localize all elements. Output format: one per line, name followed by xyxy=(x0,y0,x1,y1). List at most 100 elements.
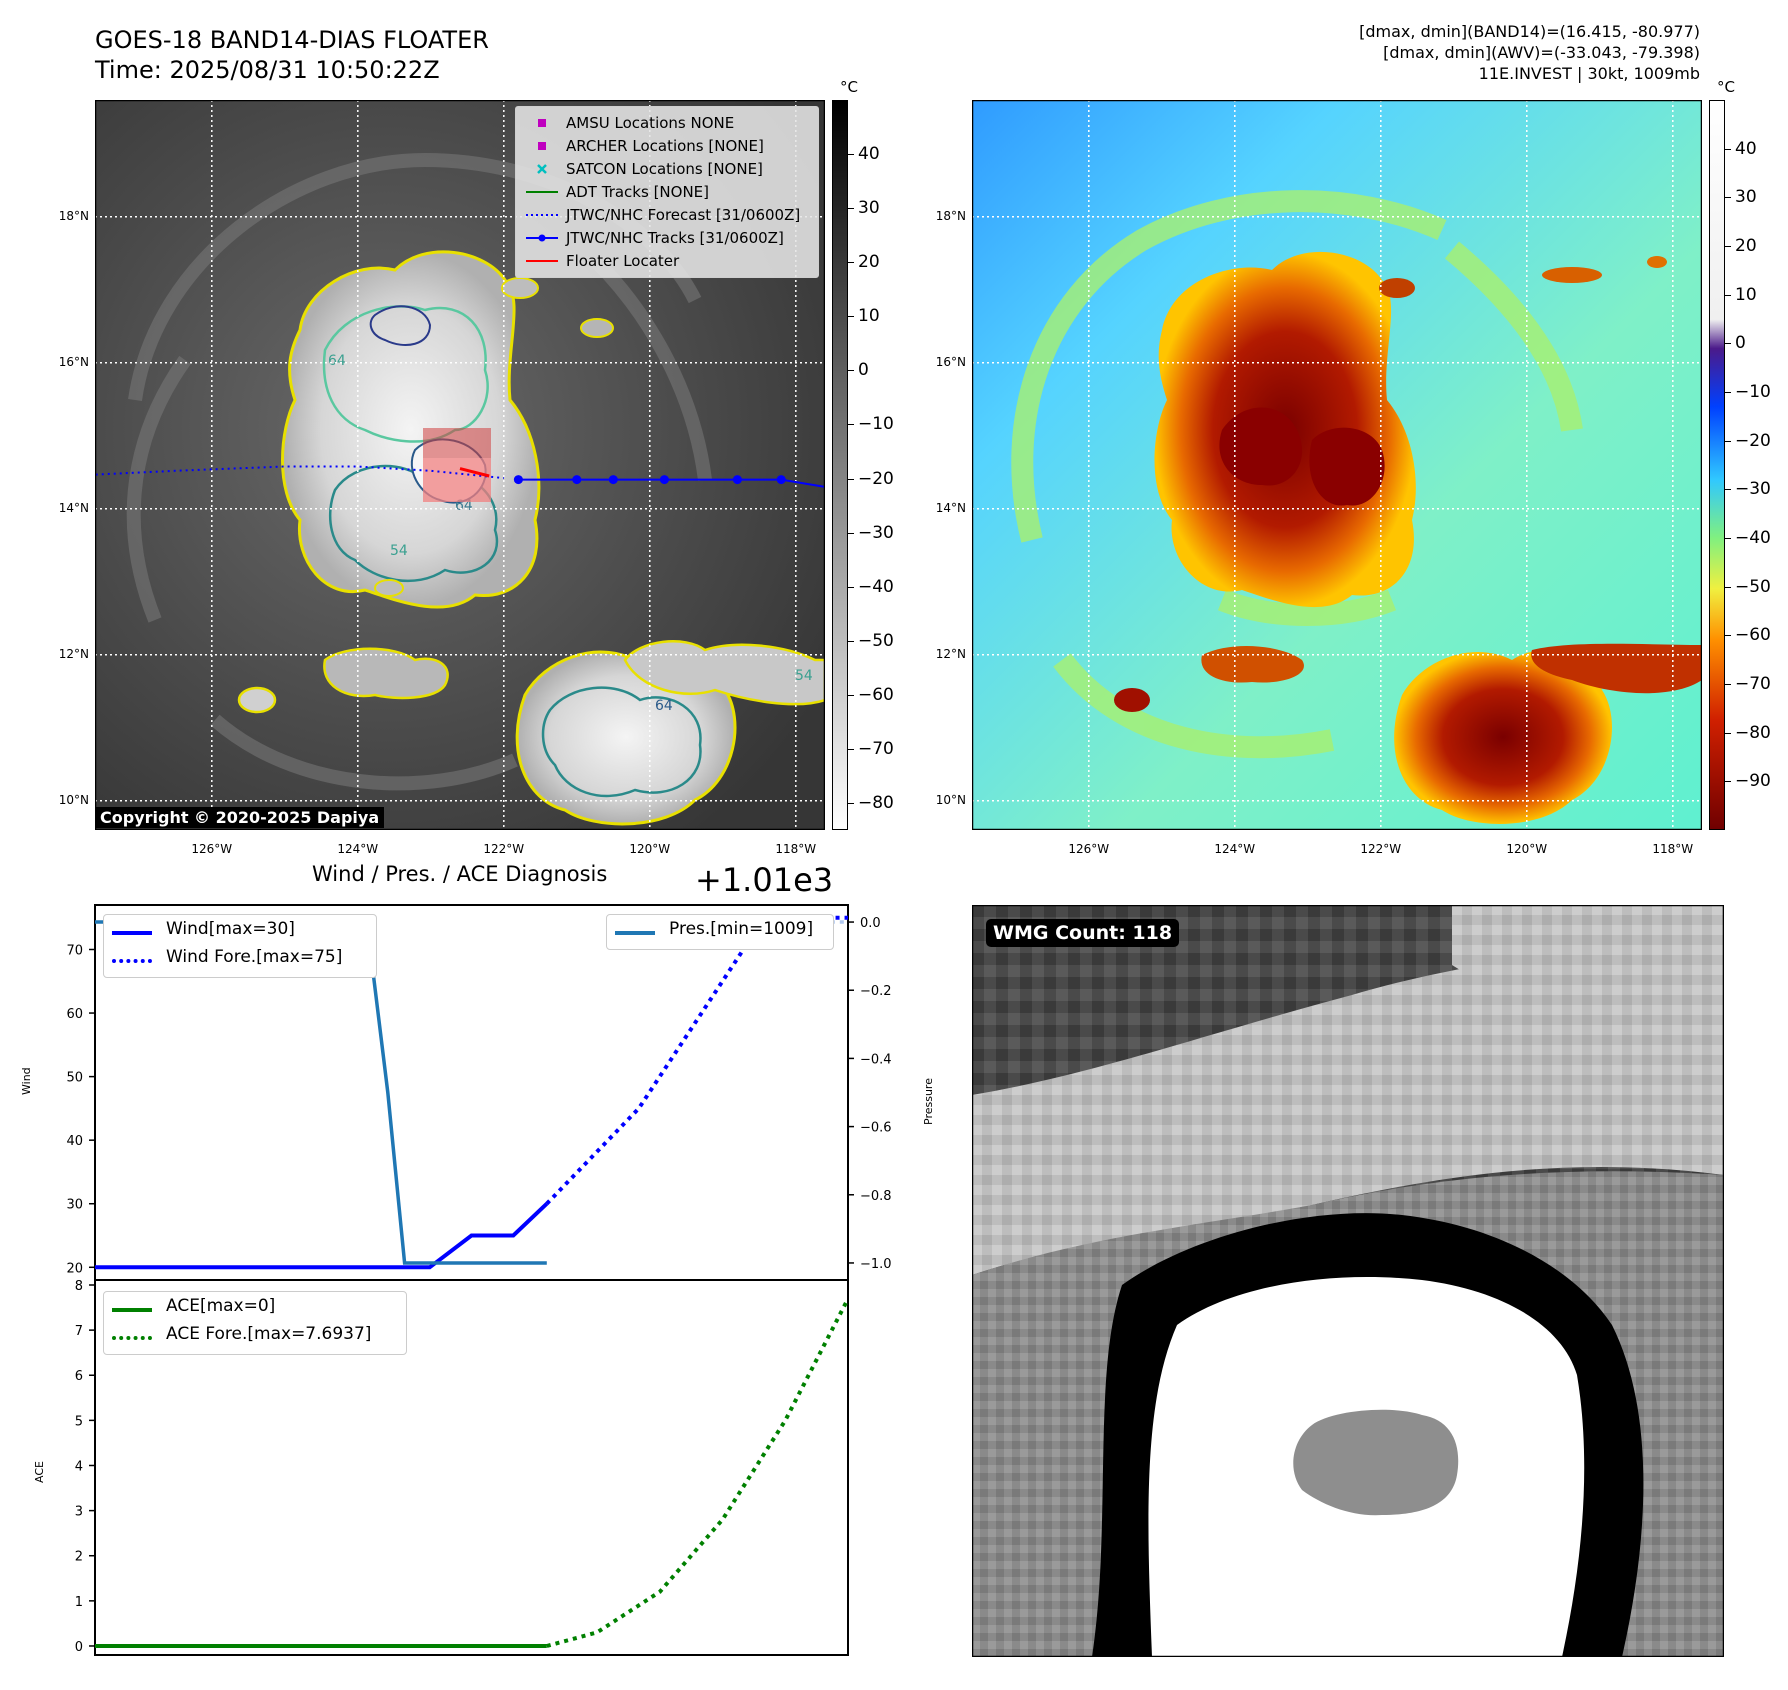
wind-ylabel: Wind xyxy=(20,1067,33,1095)
pressure-tick-label: 0.0 xyxy=(860,916,881,931)
colorbar-tick-label: −20 xyxy=(1735,430,1771,451)
colorbar-gray xyxy=(832,100,848,830)
colorbar-tick xyxy=(848,694,854,696)
wmg-upper-right-light xyxy=(1452,905,1724,1065)
color-southern-convection xyxy=(1114,256,1702,824)
wind-tick-label: 30 xyxy=(66,1198,83,1213)
diagnosis-title: Wind / Pres. / ACE Diagnosis xyxy=(312,862,608,886)
wind-tick-label: 70 xyxy=(66,943,83,958)
ace-legend: ACE[max=0] ACE Fore.[max=7.6937] xyxy=(103,1291,407,1355)
lon-tick-label: 120°W xyxy=(629,842,671,856)
colorbar-tick xyxy=(848,154,854,156)
legend-swatch xyxy=(537,164,547,174)
legend-label: SATCON Locations [NONE] xyxy=(566,160,763,178)
colorbar-tick xyxy=(848,262,854,264)
color-spiral-bands xyxy=(1011,190,1583,759)
legend-label: JTWC/NHC Forecast [31/0600Z] xyxy=(566,206,801,224)
figure-title: GOES-18 BAND14-DIAS FLOATER xyxy=(95,26,489,54)
colorbar-tick xyxy=(848,478,854,480)
legend-swatch xyxy=(526,214,558,216)
lat-tick-label: 14°N xyxy=(935,500,966,515)
southern-convection xyxy=(237,277,825,826)
lon-tick-label: 126°W xyxy=(191,842,233,856)
pressure-tick-label: −0.2 xyxy=(860,984,892,999)
colorbar-tick xyxy=(1725,343,1731,345)
colorbar-tick-label: −30 xyxy=(858,522,894,543)
color-main-convection xyxy=(1154,251,1416,608)
wind-tick-label: 20 xyxy=(66,1261,83,1276)
lat-tick-label: 14°N xyxy=(58,500,89,515)
colorbar-tick xyxy=(1725,392,1731,393)
colorbar-tick-label: −70 xyxy=(1735,674,1771,694)
observed-track-points xyxy=(513,475,786,485)
ir-color-map xyxy=(972,100,1702,830)
lat-tick-label: 10°N xyxy=(58,792,89,807)
legend-label: ADT Tracks [NONE] xyxy=(566,183,710,201)
lat-tick-label: 12°N xyxy=(58,646,89,661)
figure-time: Time: 2025/08/31 10:50:22Z xyxy=(95,56,440,84)
colorbar-tick-label: 30 xyxy=(1735,187,1757,208)
color-map-gridlines xyxy=(972,100,1702,830)
lon-tick-label: 124°W xyxy=(337,842,379,856)
pressure-ylabel: Pressure xyxy=(922,1078,935,1125)
wind-tick-label: 40 xyxy=(66,1134,83,1149)
colorbar-color-unit: °C xyxy=(1717,78,1735,96)
colorbar-tick xyxy=(1725,635,1731,637)
colorbar-tick-label: −20 xyxy=(858,468,894,489)
colorbar-tick xyxy=(1725,489,1731,491)
colorbar-tick-label: −90 xyxy=(1735,771,1771,792)
lat-tick-label: 18°N xyxy=(58,208,89,223)
colorbar-tick-label: −50 xyxy=(858,630,894,651)
colorbar-tick-label: −40 xyxy=(1735,528,1771,548)
contour-label: 64 xyxy=(328,353,346,369)
contour-label: 54 xyxy=(390,543,408,559)
colorbar-tick xyxy=(1725,538,1731,539)
series-wind-max---- xyxy=(95,1202,549,1270)
colorbar-gray-unit: °C xyxy=(840,78,858,96)
colorbar-tick xyxy=(1725,440,1731,442)
ace-tick-label: 4 xyxy=(75,1459,83,1474)
pressure-tick-label: −0.6 xyxy=(860,1121,892,1136)
pressure-tick-label: −1.0 xyxy=(860,1257,892,1272)
legend-swatch xyxy=(526,234,558,242)
wmg-panel xyxy=(972,905,1724,1657)
colorbar-tick-label: 10 xyxy=(1735,284,1757,305)
legend-wind: Wind[max=30] xyxy=(166,919,295,939)
colorbar-tick xyxy=(848,370,854,372)
ace-tick-label: 0 xyxy=(75,1640,83,1655)
wind-tick-label: 50 xyxy=(66,1071,83,1086)
colorbar-tick xyxy=(1725,246,1731,247)
colorbar-tick xyxy=(848,586,854,588)
legend-entry: ADT Tracks [NONE] xyxy=(516,182,816,202)
lon-tick-label: 126°W xyxy=(1068,842,1110,856)
legend-entry: AMSU Locations NONE xyxy=(516,113,816,133)
legend-label: AMSU Locations NONE xyxy=(566,114,735,132)
pressure-offset-text: +1.01e3 xyxy=(695,861,834,899)
lon-tick-label: 122°W xyxy=(1360,842,1402,856)
lon-tick-label: 118°W xyxy=(775,842,817,856)
colorbar-tick xyxy=(848,802,854,804)
stats-awv: [dmax, dmin](AWV)=(-33.043, -79.398) xyxy=(1383,43,1700,62)
colorbar-tick-label: −70 xyxy=(858,738,894,759)
colorbar-tick xyxy=(1725,586,1731,588)
colorbar-tick xyxy=(1725,684,1731,685)
series-ace-fore--max-------- xyxy=(546,1297,850,1648)
legend-swatch xyxy=(538,119,546,127)
ace-tick-label: 8 xyxy=(75,1280,83,1294)
colorbar-tick xyxy=(1725,732,1731,734)
stats-band14: [dmax, dmin](BAND14)=(16.415, -80.977) xyxy=(1359,22,1700,41)
map-gridlines xyxy=(95,100,825,830)
colorbar-tick xyxy=(848,640,854,642)
colorbar-tick-label: −40 xyxy=(858,576,894,597)
pressure-tick-label: −0.8 xyxy=(860,1189,892,1204)
colorbar-tick-label: 20 xyxy=(858,252,880,273)
colorbar-tick-label: 0 xyxy=(858,360,869,381)
series-wind-fore--max---- xyxy=(545,915,848,1206)
colorbar-tick xyxy=(848,532,854,534)
legend-swatch xyxy=(526,191,558,193)
wind-legend: Wind[max=30] Wind Fore.[max=75] xyxy=(103,914,377,978)
colorbar-tick-label: −80 xyxy=(858,792,894,813)
lon-tick-label: 120°W xyxy=(1506,842,1548,856)
ace-tick-label: 5 xyxy=(75,1414,83,1429)
